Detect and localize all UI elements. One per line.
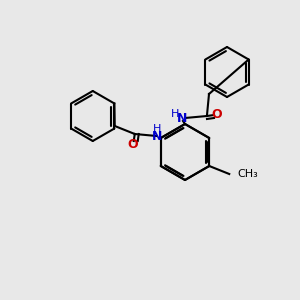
- Text: H: H: [153, 124, 161, 134]
- Text: H: H: [171, 109, 179, 119]
- Text: CH₃: CH₃: [237, 169, 258, 179]
- Text: N: N: [177, 112, 187, 125]
- Text: N: N: [152, 130, 162, 143]
- Text: O: O: [212, 109, 222, 122]
- Text: O: O: [128, 139, 138, 152]
